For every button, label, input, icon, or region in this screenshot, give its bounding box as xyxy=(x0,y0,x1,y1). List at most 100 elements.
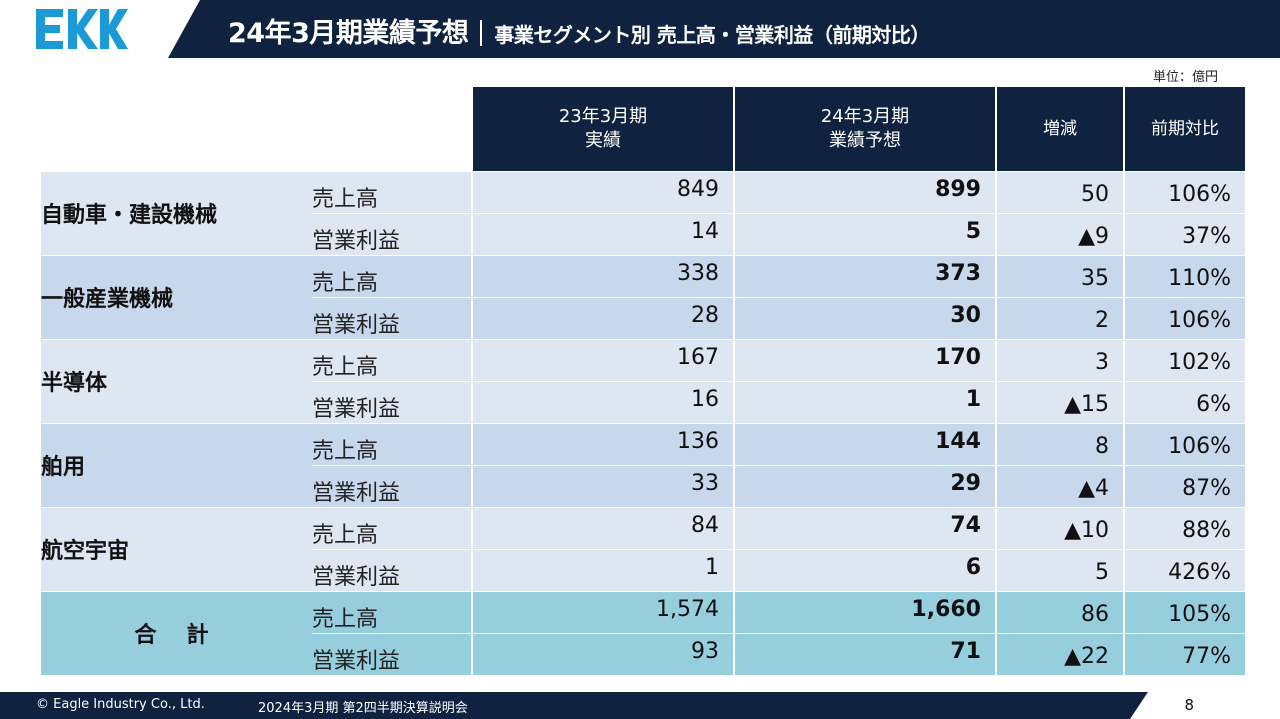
cell-yoy-ratio: 88% xyxy=(1123,506,1245,549)
cell-prev-actual: 16 xyxy=(471,380,734,423)
cell-change: 50 xyxy=(995,170,1124,213)
cell-forecast: 170 xyxy=(733,338,996,381)
cell-prev-actual: 1 xyxy=(471,548,734,591)
col-header-prev-line2: 実績 xyxy=(585,129,621,151)
title-main: 24年3月期業績予想 xyxy=(228,18,469,49)
table-header-row: 23年3月期 実績 24年3月期 業績予想 増減 前期対比 xyxy=(41,87,1245,171)
cell-prev-actual: 84 xyxy=(471,506,734,549)
cell-forecast: 71 xyxy=(733,632,996,675)
segment-name-general-industrial: 一般産業機械 xyxy=(41,254,312,339)
table-row: 営業利益 16 1 ▲15 6% xyxy=(41,380,1245,423)
cell-yoy-ratio: 37% xyxy=(1123,212,1245,255)
table-row: 舶用 売上高 136 144 8 106% xyxy=(41,422,1245,507)
cell-yoy-ratio: 106% xyxy=(1123,296,1245,339)
cell-prev-actual: 1,574 xyxy=(471,590,734,633)
row-label: 営業利益 xyxy=(312,380,472,423)
table-row: 営業利益 33 29 ▲4 87% xyxy=(41,464,1245,507)
segment-name-aerospace: 航空宇宙 xyxy=(41,506,312,591)
col-header-prev-line1: 23年3月期 xyxy=(558,105,648,127)
cell-change: 2 xyxy=(995,296,1124,339)
cell-change: ▲10 xyxy=(995,506,1124,549)
cell-change: 3 xyxy=(995,338,1124,381)
cell-yoy-ratio: 77% xyxy=(1123,632,1245,675)
cell-prev-actual: 136 xyxy=(471,422,734,465)
col-header-yoy: 前期対比 xyxy=(1123,87,1245,171)
row-label: 営業利益 xyxy=(312,632,472,675)
cell-yoy-ratio: 102% xyxy=(1123,338,1245,381)
cell-yoy-ratio: 6% xyxy=(1123,380,1245,423)
cell-change: ▲9 xyxy=(995,212,1124,255)
cell-forecast: 5 xyxy=(733,212,996,255)
page-number: 8 xyxy=(1184,696,1194,714)
cell-change: ▲4 xyxy=(995,464,1124,507)
cell-change: 8 xyxy=(995,422,1124,465)
header-bar: 24年3月期業績予想 事業セグメント別 売上高・営業利益（前期対比） xyxy=(0,0,1280,58)
cell-yoy-ratio: 426% xyxy=(1123,548,1245,591)
cell-yoy-ratio: 106% xyxy=(1123,422,1245,465)
cell-forecast: 899 xyxy=(733,170,996,213)
title-sub: 事業セグメント別 売上高・営業利益（前期対比） xyxy=(494,23,930,47)
cell-prev-actual: 167 xyxy=(471,338,734,381)
table-row: 航空宇宙 売上高 84 74 ▲10 88% xyxy=(41,506,1245,591)
cell-forecast: 30 xyxy=(733,296,996,339)
col-header-forecast: 24年3月期 業績予想 xyxy=(733,87,996,171)
table-row: 自動車・建設機械 売上高 849 899 50 106% xyxy=(41,170,1245,255)
cell-forecast: 29 xyxy=(733,464,996,507)
segment-name-marine: 舶用 xyxy=(41,422,312,507)
col-header-diff: 増減 xyxy=(995,87,1124,171)
col-header-prev: 23年3月期 実績 xyxy=(471,87,734,171)
cell-change: 35 xyxy=(995,254,1124,297)
table-row: 営業利益 28 30 2 106% xyxy=(41,296,1245,339)
cell-forecast: 6 xyxy=(733,548,996,591)
segment-name-total: 合計 xyxy=(41,590,312,675)
cell-yoy-ratio: 110% xyxy=(1123,254,1245,297)
footer-bar: © Eagle Industry Co., Ltd. 2024年3月期 第2四半… xyxy=(0,692,1280,719)
cell-prev-actual: 28 xyxy=(471,296,734,339)
ekk-logo xyxy=(36,9,128,49)
table-row: 半導体 売上高 167 170 3 102% xyxy=(41,338,1245,423)
row-label: 営業利益 xyxy=(312,212,472,255)
cell-change: ▲15 xyxy=(995,380,1124,423)
cell-forecast: 1,660 xyxy=(733,590,996,633)
row-label: 営業利益 xyxy=(312,296,472,339)
page-title: 24年3月期業績予想 事業セグメント別 売上高・営業利益（前期対比） xyxy=(228,11,930,50)
copyright-text: © Eagle Industry Co., Ltd. xyxy=(36,697,205,712)
page-number-panel xyxy=(1130,692,1280,719)
row-label: 売上高 xyxy=(312,506,472,549)
row-label: 売上高 xyxy=(312,590,472,633)
segment-table: 23年3月期 実績 24年3月期 業績予想 増減 前期対比 自動車・建設機械 売上高 8… xyxy=(41,87,1245,675)
cell-forecast: 74 xyxy=(733,506,996,549)
title-separator xyxy=(480,20,483,46)
table-row: 営業利益 93 71 ▲22 77% xyxy=(41,632,1245,675)
meeting-title: 2024年3月期 第2四半期決算説明会 xyxy=(258,701,468,716)
logo-panel xyxy=(0,0,200,58)
table-row: 合計 売上高 1,574 1,660 86 105% xyxy=(41,590,1245,675)
header-blank xyxy=(41,87,472,171)
cell-prev-actual: 849 xyxy=(471,170,734,213)
cell-prev-actual: 338 xyxy=(471,254,734,297)
table-row: 営業利益 1 6 5 426% xyxy=(41,548,1245,591)
table-row: 一般産業機械 売上高 338 373 35 110% xyxy=(41,254,1245,339)
cell-forecast: 373 xyxy=(733,254,996,297)
cell-change: 86 xyxy=(995,590,1124,633)
row-label: 売上高 xyxy=(312,254,472,297)
cell-yoy-ratio: 106% xyxy=(1123,170,1245,213)
table-body: 自動車・建設機械 売上高 849 899 50 106% 営業利益 14 5 ▲9 37% 一般産業機… xyxy=(41,170,1245,675)
cell-yoy-ratio: 105% xyxy=(1123,590,1245,633)
row-label: 売上高 xyxy=(312,422,472,465)
cell-yoy-ratio: 87% xyxy=(1123,464,1245,507)
cell-forecast: 1 xyxy=(733,380,996,423)
segment-name-auto-construction: 自動車・建設機械 xyxy=(41,170,312,255)
cell-change: 5 xyxy=(995,548,1124,591)
table-row: 営業利益 14 5 ▲9 37% xyxy=(41,212,1245,255)
unit-label: 単位：億円 xyxy=(1152,70,1218,85)
row-label: 売上高 xyxy=(312,170,472,213)
row-label: 営業利益 xyxy=(312,548,472,591)
row-label: 営業利益 xyxy=(312,464,472,507)
cell-forecast: 144 xyxy=(733,422,996,465)
row-label: 売上高 xyxy=(312,338,472,381)
cell-change: ▲22 xyxy=(995,632,1124,675)
cell-prev-actual: 93 xyxy=(471,632,734,675)
cell-prev-actual: 33 xyxy=(471,464,734,507)
col-header-forecast-line1: 24年3月期 xyxy=(820,105,910,127)
